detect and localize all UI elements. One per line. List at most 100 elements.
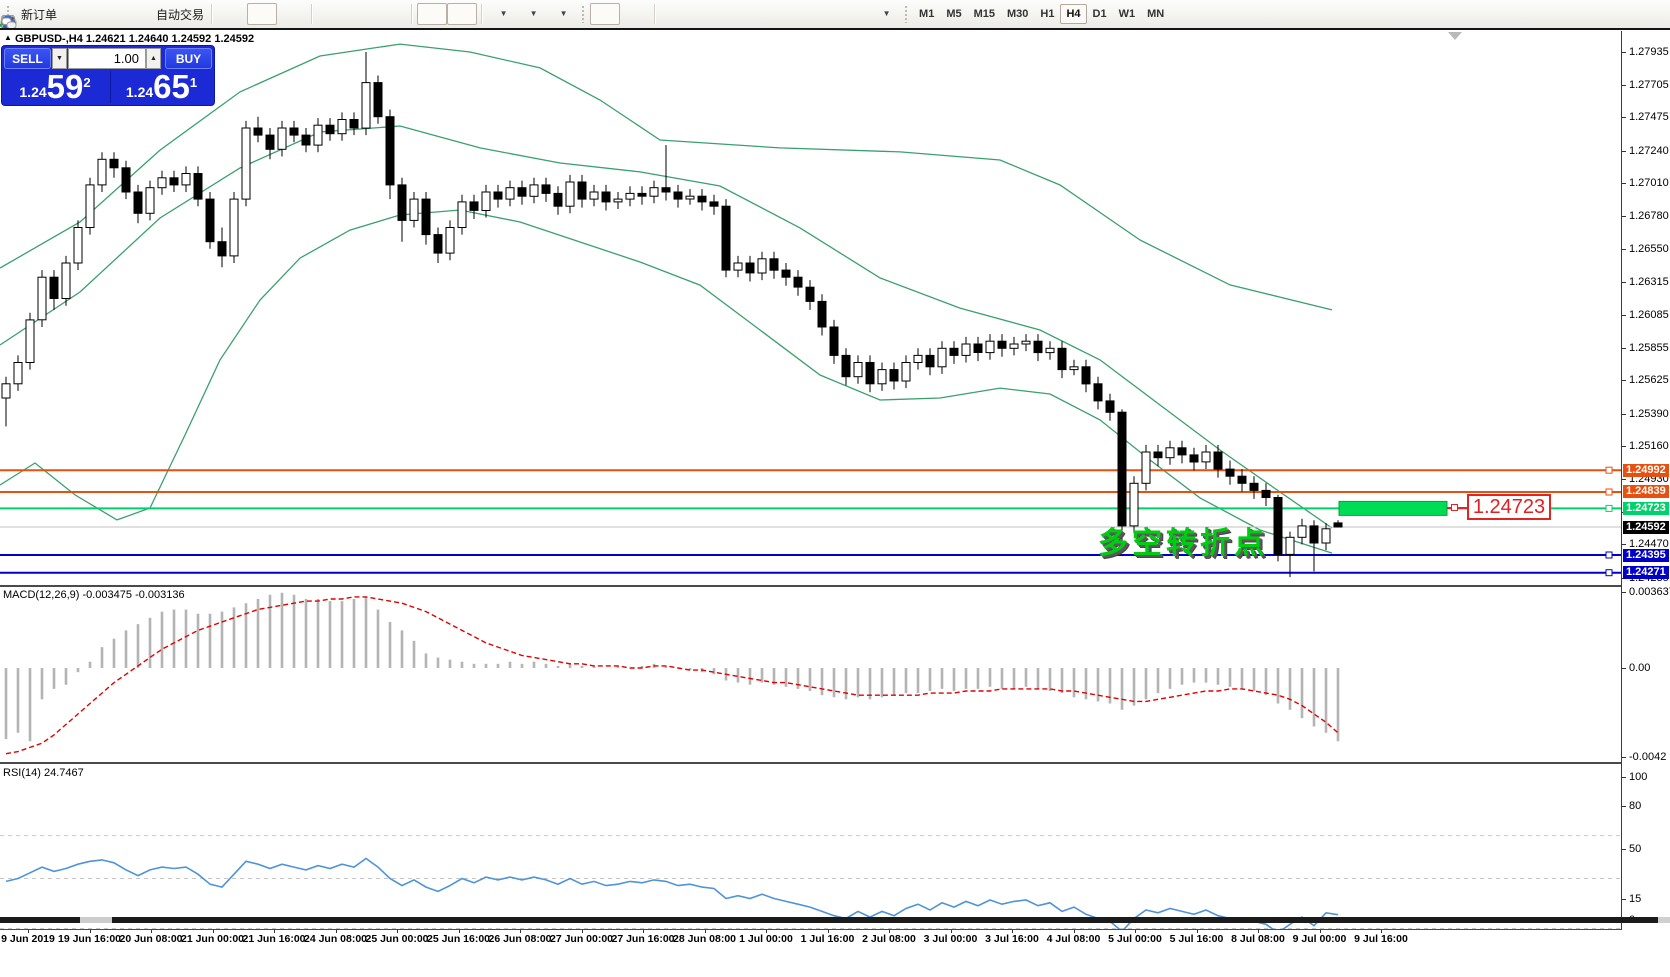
candle-body[interactable] <box>373 82 383 118</box>
candle-body[interactable] <box>433 234 443 254</box>
candle-body[interactable] <box>757 258 767 274</box>
candle-body[interactable] <box>1057 347 1067 371</box>
sell-button[interactable]: SELL <box>4 48 51 69</box>
timeframe-button-h1[interactable]: H1 <box>1040 8 1055 20</box>
candle-body[interactable] <box>277 127 287 150</box>
macd-panel[interactable] <box>0 587 1621 762</box>
candle-body[interactable] <box>1177 447 1187 456</box>
gold-button[interactable] <box>2 3 90 29</box>
candle-body[interactable] <box>553 192 563 207</box>
candle-body[interactable] <box>457 201 467 228</box>
ask-price[interactable]: 1.24 65 1 <box>110 70 212 103</box>
candle-body[interactable] <box>229 198 239 257</box>
candle-body[interactable] <box>325 124 335 135</box>
candle-body[interactable] <box>181 173 191 186</box>
candle-body[interactable] <box>1105 400 1115 413</box>
panel-divider[interactable] <box>0 762 1622 764</box>
candle-body[interactable] <box>205 198 215 243</box>
arrows-tool-button[interactable]: ▼ <box>3 3 900 28</box>
timeframe-button-m30[interactable]: M30 <box>1007 8 1029 20</box>
search-button[interactable] <box>1 3 1638 31</box>
timeframe-button-mn[interactable]: MN <box>1147 8 1165 20</box>
candle-body[interactable] <box>937 347 947 368</box>
candle-body[interactable] <box>253 127 263 136</box>
candle-body[interactable] <box>289 127 299 136</box>
candle-body[interactable] <box>997 340 1007 349</box>
candle-body[interactable] <box>805 286 815 302</box>
channel-tool-button[interactable]: E <box>1 3 780 31</box>
hline-anchor[interactable] <box>1605 488 1613 496</box>
candle-body[interactable] <box>1249 482 1259 491</box>
candle-body[interactable] <box>1009 343 1019 349</box>
highlight-bar-object[interactable] <box>1338 500 1448 516</box>
candle-body[interactable] <box>685 195 695 200</box>
price-callout-label[interactable]: 1.24723 <box>1467 494 1551 520</box>
candle-body[interactable] <box>445 227 455 254</box>
candle-body[interactable] <box>1225 468 1235 477</box>
candle-body[interactable] <box>1309 525 1319 544</box>
candle-body[interactable] <box>793 276 803 288</box>
candle-body[interactable] <box>133 191 143 214</box>
collapse-arrow-icon[interactable]: ▲ <box>4 33 12 42</box>
candle-body[interactable] <box>661 187 671 193</box>
templates-button[interactable]: ▼ <box>1 3 577 28</box>
candle-body[interactable] <box>97 158 107 186</box>
candle-body[interactable] <box>1021 340 1031 345</box>
timeframe-button-m1[interactable]: M1 <box>919 8 935 20</box>
candle-body[interactable] <box>265 134 275 150</box>
candle-body[interactable] <box>829 326 839 356</box>
candle-body[interactable] <box>1261 489 1271 498</box>
candle-body[interactable] <box>1069 366 1079 371</box>
candle-body[interactable] <box>709 201 719 207</box>
candle-body[interactable] <box>193 173 203 200</box>
toolbar-grip[interactable] <box>904 5 910 23</box>
candle-chart-type-button[interactable] <box>2 3 278 30</box>
candle-body[interactable] <box>529 184 539 197</box>
candle-body[interactable] <box>613 198 623 203</box>
timeframe-button-h4[interactable]: H4 <box>1060 4 1087 24</box>
candle-body[interactable] <box>217 241 227 257</box>
candle-body[interactable] <box>349 119 359 129</box>
candle-body[interactable] <box>769 258 779 271</box>
candle-body[interactable] <box>853 362 863 378</box>
candle-body[interactable] <box>733 262 743 271</box>
chart-shift-button[interactable] <box>2 3 478 29</box>
tile-windows-button[interactable] <box>1 3 407 30</box>
candle-body[interactable] <box>1213 451 1223 470</box>
text-tool-button[interactable]: A <box>4 3 840 30</box>
candle-body[interactable] <box>505 187 515 200</box>
timeframe-button-w1[interactable]: W1 <box>1118 8 1136 20</box>
bollinger-upper-band[interactable] <box>0 43 1333 311</box>
bar-chart-type-button[interactable] <box>2 3 247 29</box>
hline-anchor[interactable] <box>1605 569 1613 577</box>
candle-body[interactable] <box>49 276 59 299</box>
volume-decrease-button[interactable]: ▼ <box>52 48 67 69</box>
candle-body[interactable] <box>565 181 575 207</box>
candle-body[interactable] <box>517 187 527 197</box>
candle-body[interactable] <box>601 191 611 203</box>
candle-body[interactable] <box>925 354 935 368</box>
candle-body[interactable] <box>901 362 911 382</box>
candle-body[interactable] <box>781 269 791 278</box>
candle-body[interactable] <box>541 184 551 194</box>
candle-body[interactable] <box>841 354 851 378</box>
periods-button[interactable]: ▼ <box>1 3 547 30</box>
candle-body[interactable] <box>25 319 35 363</box>
hline-anchor[interactable] <box>1605 551 1613 559</box>
buy-button[interactable]: BUY <box>165 48 212 69</box>
candle-body[interactable] <box>1033 340 1043 354</box>
rsi-panel[interactable] <box>0 764 1621 929</box>
fibonacci-tool-button[interactable]: F <box>2 3 810 31</box>
candle-body[interactable] <box>121 167 131 193</box>
candle-body[interactable] <box>1141 451 1151 484</box>
text-label-tool-button[interactable]: T <box>1 3 870 29</box>
candle-body[interactable] <box>313 124 323 146</box>
bid-price[interactable]: 1.24 59 2 <box>4 70 106 103</box>
candle-body[interactable] <box>721 205 731 271</box>
candle-body[interactable] <box>1237 475 1247 484</box>
candle-body[interactable] <box>1297 525 1307 538</box>
vertical-line-tool-button[interactable] <box>8 3 690 30</box>
zoom-out-button[interactable] <box>1 3 377 30</box>
auto-scroll-button[interactable] <box>2 3 448 29</box>
candle-body[interactable] <box>241 127 251 200</box>
